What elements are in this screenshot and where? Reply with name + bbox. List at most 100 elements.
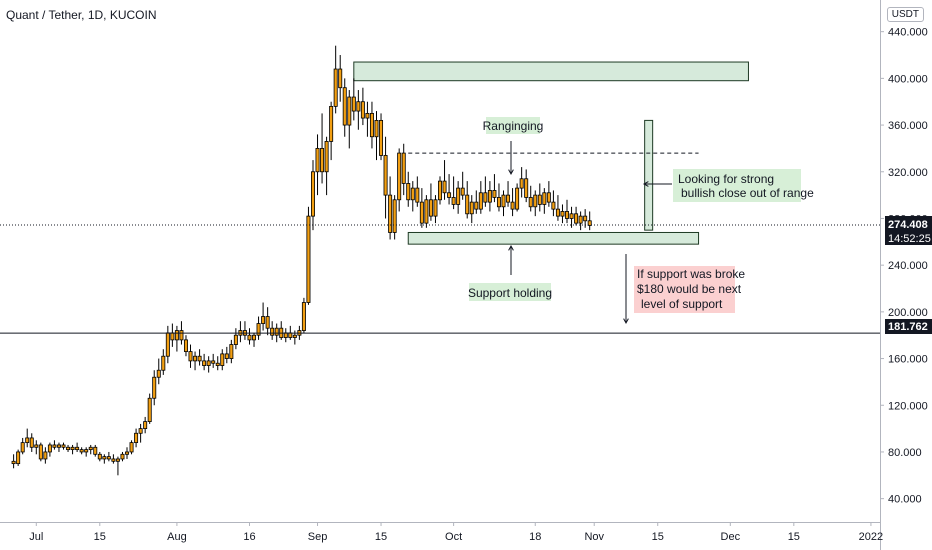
candle-body <box>70 446 75 451</box>
candle-body <box>560 211 565 217</box>
candle-body <box>215 362 220 366</box>
candle-body <box>16 451 21 465</box>
candle-body <box>369 112 374 138</box>
overlays <box>0 117 880 334</box>
candle-body <box>551 201 556 210</box>
support-price-label: 181.762 <box>888 321 928 333</box>
candle-body <box>565 211 569 219</box>
candle-body <box>515 187 520 210</box>
candle-body <box>265 316 270 329</box>
countdown-label: 14:52:25 <box>888 233 931 245</box>
candle-body <box>174 330 179 341</box>
candle-body <box>125 451 129 455</box>
candle-body <box>274 327 279 336</box>
candle-body <box>188 351 193 362</box>
x-tick-label: 18 <box>529 531 541 543</box>
candle-body <box>388 194 393 233</box>
support-break-label-2: $180 would be next <box>637 282 742 296</box>
candle-body <box>20 442 25 453</box>
candle-body <box>93 446 98 455</box>
breakdown-arrow-head <box>623 318 629 325</box>
candle-body <box>438 180 442 201</box>
candle-body <box>156 369 161 378</box>
candle-body <box>88 446 93 451</box>
candle-body <box>143 421 148 430</box>
candle-body <box>25 437 30 444</box>
candle-body <box>356 101 361 112</box>
candle-body <box>555 208 560 217</box>
candle-body <box>320 148 325 173</box>
strong-label-1: Looking for strong <box>678 172 774 186</box>
candle-body <box>492 190 497 198</box>
candle-body <box>351 96 356 112</box>
candle-body <box>392 199 397 233</box>
candle-body <box>79 449 84 453</box>
last-price-marker: 274.408 14:52:25 <box>885 216 932 245</box>
candle-body <box>465 194 470 215</box>
zone-rect <box>353 61 749 82</box>
x-tick-label: 15 <box>375 531 387 543</box>
candle-body <box>11 460 16 465</box>
candle-body <box>301 302 306 331</box>
y-tick-label: 400.000 <box>888 73 928 85</box>
candle-body <box>401 152 406 184</box>
candle-body <box>38 444 43 460</box>
candle-body <box>510 201 515 210</box>
y-tick-label: 320.000 <box>888 167 928 179</box>
candle-body <box>428 199 433 217</box>
x-tick-label: 16 <box>243 531 255 543</box>
candle-body <box>419 201 424 224</box>
annotations: Ranginging Support holding Looking for s… <box>468 119 814 311</box>
currency-badge[interactable]: USDT <box>886 7 924 22</box>
candle-body <box>456 187 461 205</box>
support-note-bg <box>469 283 551 301</box>
support-break-label-3: level of support <box>641 297 723 311</box>
candle-body <box>270 327 275 336</box>
candle-body <box>542 192 547 205</box>
candle-body <box>84 449 89 453</box>
y-tick-label: 240.000 <box>888 260 928 272</box>
candle-body <box>347 96 352 126</box>
x-tick-label: Dec <box>721 531 741 543</box>
candle-body <box>229 344 234 359</box>
y-tick-label: 80.000 <box>888 447 922 459</box>
candle-body <box>311 171 315 217</box>
candle-body <box>329 105 334 142</box>
candle-body <box>61 444 66 448</box>
zones <box>353 61 749 245</box>
candle-body <box>528 197 533 208</box>
candle-body <box>519 178 524 189</box>
candle-body <box>442 180 447 194</box>
x-tick-label: 15 <box>788 531 800 543</box>
candle-body <box>52 444 57 448</box>
x-tick-label: 15 <box>94 531 106 543</box>
candle-body <box>501 194 506 208</box>
candle-body <box>546 192 551 203</box>
candle-body <box>574 213 579 224</box>
candle-body <box>97 453 102 460</box>
candle-body <box>333 68 338 107</box>
support-break-label-1: If support was broke <box>637 267 745 281</box>
candle-body <box>474 201 479 210</box>
candle-body <box>43 451 48 460</box>
candle-body <box>379 120 384 156</box>
chart-title: Quant / Tether, 1D, KUCOIN <box>6 8 157 22</box>
candle-body <box>206 360 211 366</box>
candle-body <box>247 334 252 341</box>
candle-body <box>211 360 216 364</box>
candle-body <box>197 355 202 362</box>
candle-body <box>487 190 492 203</box>
candle-body <box>179 330 184 341</box>
candle-body <box>342 87 347 126</box>
y-tick-label: 200.000 <box>888 307 928 319</box>
candle-body <box>66 446 71 451</box>
candles <box>11 45 592 476</box>
candle-body <box>29 437 34 448</box>
x-tick-label: Aug <box>167 531 187 543</box>
candle-body <box>193 355 198 362</box>
x-tick-label: Oct <box>445 531 462 543</box>
candle-body <box>106 456 111 460</box>
support-arrow-head <box>508 244 514 251</box>
strong-label-2: bullish close out of range <box>681 186 814 200</box>
